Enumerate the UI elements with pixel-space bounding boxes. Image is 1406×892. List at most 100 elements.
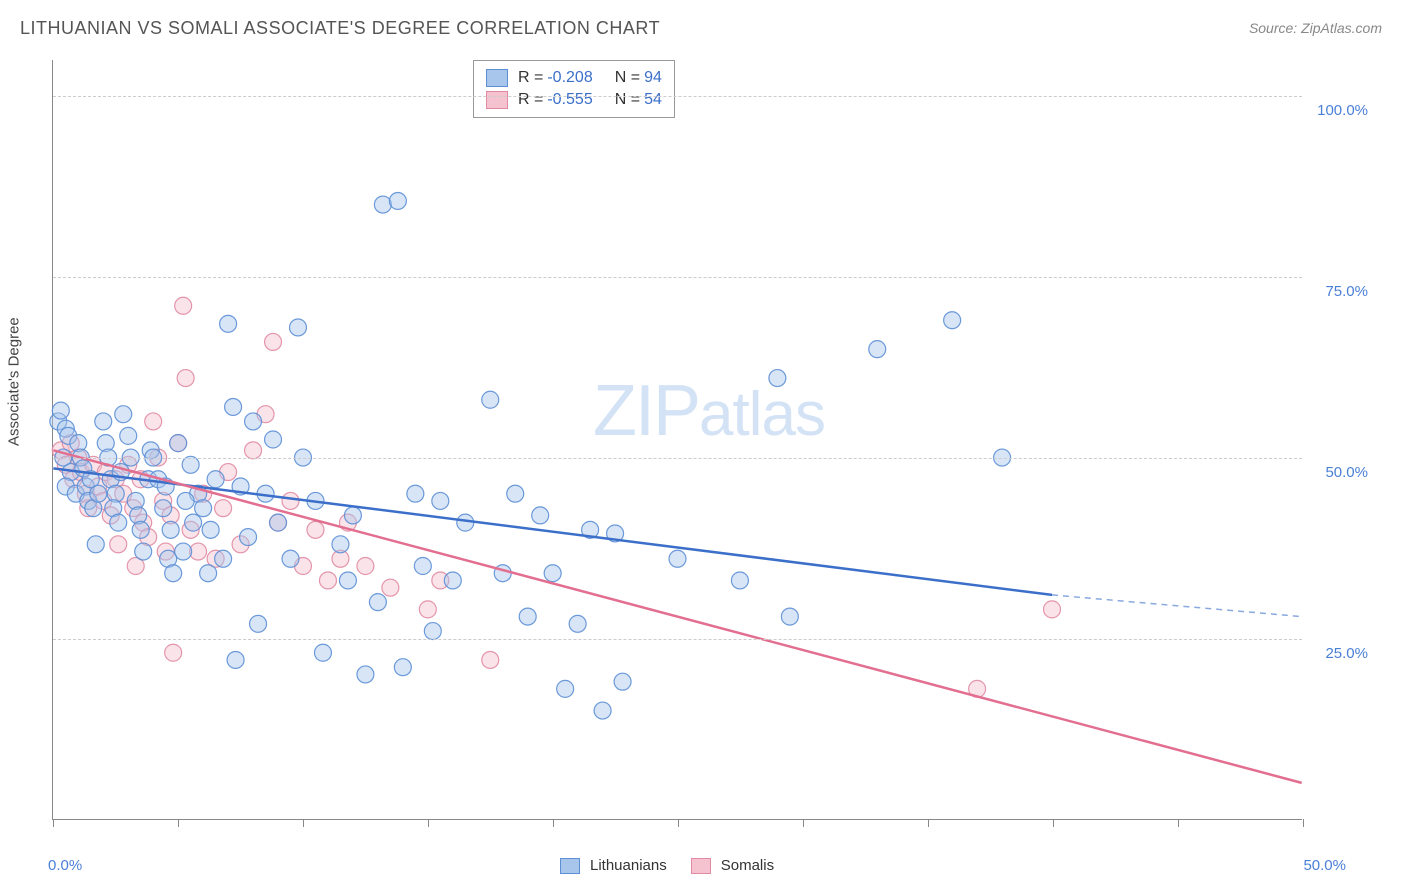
point-lithuanian	[87, 536, 104, 553]
point-lithuanian	[544, 565, 561, 582]
point-lithuanian	[769, 370, 786, 387]
n-value-b: 54	[644, 91, 662, 109]
chart-title: LITHUANIAN VS SOMALI ASSOCIATE'S DEGREE …	[20, 18, 660, 39]
x-tick	[928, 819, 929, 827]
y-tick-label: 100.0%	[1317, 102, 1368, 119]
r-value-a: -0.208	[547, 69, 592, 87]
point-somali	[307, 521, 324, 538]
point-lithuanian	[344, 507, 361, 524]
point-lithuanian	[457, 514, 474, 531]
point-lithuanian	[314, 644, 331, 661]
y-axis-title: Associate's Degree	[6, 317, 23, 446]
point-lithuanian	[162, 521, 179, 538]
gridline	[53, 639, 1302, 640]
point-lithuanian	[52, 402, 69, 419]
source-name: ZipAtlas.com	[1301, 20, 1382, 36]
point-lithuanian	[135, 543, 152, 560]
gridline	[53, 96, 1302, 97]
chart-container: LITHUANIAN VS SOMALI ASSOCIATE'S DEGREE …	[0, 0, 1406, 892]
point-lithuanian	[132, 521, 149, 538]
point-somali	[215, 500, 232, 517]
point-lithuanian	[170, 435, 187, 452]
swatch-a	[486, 69, 508, 87]
point-lithuanian	[115, 406, 132, 423]
n-value-a: 94	[644, 69, 662, 87]
trend-projection-a	[1052, 595, 1302, 617]
point-lithuanian	[594, 702, 611, 719]
point-lithuanian	[265, 431, 282, 448]
point-lithuanian	[482, 391, 499, 408]
point-lithuanian	[240, 529, 257, 546]
point-lithuanian	[282, 550, 299, 567]
x-tick	[53, 819, 54, 827]
point-lithuanian	[177, 492, 194, 509]
r-label-b: R =	[518, 91, 543, 109]
point-somali	[482, 651, 499, 668]
y-tick-label: 75.0%	[1325, 283, 1368, 300]
point-lithuanian	[120, 427, 137, 444]
n-label-a: N =	[615, 69, 640, 87]
point-lithuanian	[569, 615, 586, 632]
x-tick	[1303, 819, 1304, 827]
point-lithuanian	[245, 413, 262, 430]
point-lithuanian	[227, 651, 244, 668]
point-lithuanian	[195, 500, 212, 517]
plot-area: ZIPatlas R = -0.208 N = 94 R = -0.555 N …	[52, 60, 1302, 820]
point-lithuanian	[614, 673, 631, 690]
legend-item-a: Lithuanians	[560, 855, 667, 876]
point-somali	[382, 579, 399, 596]
swatch-b	[486, 91, 508, 109]
point-somali	[145, 413, 162, 430]
point-lithuanian	[155, 500, 172, 517]
point-lithuanian	[394, 659, 411, 676]
point-lithuanian	[185, 514, 202, 531]
legend-label-a: Lithuanians	[590, 857, 667, 874]
point-somali	[175, 297, 192, 314]
x-tick	[303, 819, 304, 827]
x-tick	[803, 819, 804, 827]
point-lithuanian	[444, 572, 461, 589]
point-lithuanian	[414, 558, 431, 575]
point-lithuanian	[250, 615, 267, 632]
trend-line-b	[53, 450, 1301, 783]
point-lithuanian	[225, 398, 242, 415]
point-lithuanian	[669, 550, 686, 567]
source-attribution: Source: ZipAtlas.com	[1249, 20, 1382, 36]
point-lithuanian	[90, 485, 107, 502]
point-lithuanian	[202, 521, 219, 538]
point-somali	[110, 536, 127, 553]
stats-legend: R = -0.208 N = 94 R = -0.555 N = 54	[473, 60, 675, 118]
point-lithuanian	[869, 341, 886, 358]
point-lithuanian	[200, 565, 217, 582]
point-lithuanian	[207, 471, 224, 488]
point-lithuanian	[110, 514, 127, 531]
point-lithuanian	[374, 196, 391, 213]
point-somali	[265, 333, 282, 350]
point-lithuanian	[165, 565, 182, 582]
point-somali	[319, 572, 336, 589]
point-somali	[282, 492, 299, 509]
legend-label-b: Somalis	[721, 857, 774, 874]
point-lithuanian	[175, 543, 192, 560]
point-lithuanian	[369, 594, 386, 611]
point-lithuanian	[407, 485, 424, 502]
point-lithuanian	[332, 536, 349, 553]
x-tick	[678, 819, 679, 827]
point-lithuanian	[432, 492, 449, 509]
legend-swatch-b	[691, 858, 711, 874]
point-lithuanian	[557, 680, 574, 697]
point-lithuanian	[519, 608, 536, 625]
x-tick	[1053, 819, 1054, 827]
x-min-label: 0.0%	[48, 857, 82, 874]
point-lithuanian	[220, 315, 237, 332]
gridline	[53, 277, 1302, 278]
point-lithuanian	[944, 312, 961, 329]
point-somali	[419, 601, 436, 618]
point-somali	[1044, 601, 1061, 618]
n-label-b: N =	[615, 91, 640, 109]
x-tick	[1178, 819, 1179, 827]
stats-row-a: R = -0.208 N = 94	[486, 67, 662, 89]
series-legend: Lithuanians Somalis	[560, 855, 774, 876]
chart-svg	[53, 60, 1302, 819]
r-label-a: R =	[518, 69, 543, 87]
